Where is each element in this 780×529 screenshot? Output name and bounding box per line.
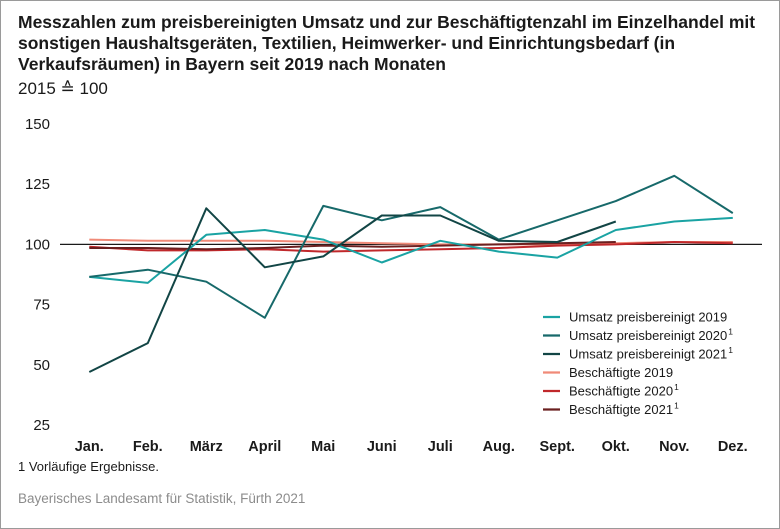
series-line-1 [89, 174, 734, 319]
chart-title: Messzahlen zum preisbereinigten Umsatz u… [18, 12, 756, 74]
series-line-2 [88, 207, 617, 373]
x-tick-label: März [190, 439, 223, 455]
legend-label: Umsatz preisbereinigt 2021 [569, 347, 727, 362]
legend-box [531, 303, 759, 418]
x-tick-label: Jan. [75, 439, 104, 455]
legend-label: Umsatz preisbereinigt 2020 [569, 328, 727, 343]
y-axis-ticks: 25 50 75 100 125 150 [25, 116, 50, 434]
series-line-0 [89, 216, 733, 284]
legend-label: Umsatz preisbereinigt 2019 [569, 310, 727, 325]
x-tick-label: Sept. [540, 439, 575, 455]
legend-footnote-marker: 1 [728, 327, 733, 337]
x-axis-ticks: Jan. Feb. März April Mai Juni Juli Aug. Sept. Okt… [75, 439, 748, 455]
chart-subtitle: 2015 ≙ 100 [18, 79, 108, 98]
legend-label: Beschäftigte 2021 [569, 402, 673, 417]
x-tick-label: Aug. [483, 439, 515, 455]
source-note: Bayerisches Landesamt für Statistik, Für… [18, 491, 306, 506]
series-line-5 [89, 241, 616, 251]
legend: Umsatz preisbereinigt 2019 Umsatz preisbe… [531, 303, 759, 418]
y-tick-label: 100 [25, 236, 50, 253]
legend-label: Beschäftigte 2019 [569, 365, 673, 380]
series-lines [88, 174, 734, 373]
x-tick-label: Nov. [659, 439, 689, 455]
x-tick-label: Juli [428, 439, 453, 455]
x-tick-label: Juni [367, 439, 397, 455]
x-tick-label: Mai [311, 439, 335, 455]
y-tick-label: 150 [25, 116, 50, 133]
y-tick-label: 50 [33, 357, 50, 374]
legend-footnote-marker: 1 [674, 401, 679, 411]
y-tick-label: 25 [33, 417, 50, 434]
series-line-4 [89, 241, 733, 253]
y-tick-label: 125 [25, 176, 50, 193]
x-tick-label: Okt. [602, 439, 630, 455]
y-tick-label: 75 [33, 297, 50, 314]
x-tick-label: April [248, 439, 281, 455]
legend-label: Beschäftigte 2020 [569, 384, 673, 399]
legend-footnote-marker: 1 [674, 382, 679, 392]
x-tick-label: Feb. [133, 439, 163, 455]
legend-footnote-marker: 1 [728, 345, 733, 355]
footnote: 1 Vorläufige Ergebnisse. [18, 459, 159, 474]
x-tick-label: Dez. [718, 439, 748, 455]
